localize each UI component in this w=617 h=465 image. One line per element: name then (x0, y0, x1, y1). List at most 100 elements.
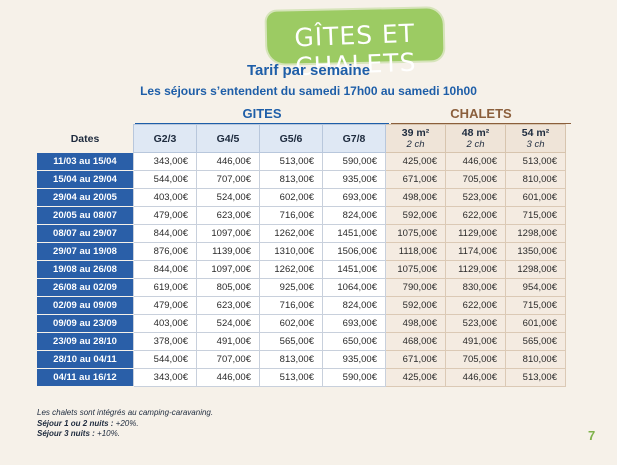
cell-gite-price: 590,00€ (322, 368, 386, 387)
cell-gite-price: 1262,00€ (259, 224, 323, 243)
cell-gite-price: 602,00€ (259, 314, 323, 333)
cell-chalet-price: 513,00€ (505, 368, 566, 387)
table-row: 19/08 au 26/08 844,00€ 1097,00€ 1262,00€ 145… (37, 260, 566, 279)
chalet-area: 39 m² (401, 126, 430, 139)
cell-gite-price: 824,00€ (322, 296, 386, 315)
column-header-chalet: 48 m² 2 ch (445, 124, 506, 153)
cell-gite-price: 619,00€ (133, 278, 197, 297)
column-header-gite: G4/5 (196, 124, 260, 153)
cell-chalet-price: 425,00€ (385, 152, 446, 171)
cell-gite-price: 623,00€ (196, 296, 260, 315)
cell-chalet-price: 1298,00€ (505, 260, 566, 279)
cell-chalet-price: 671,00€ (385, 350, 446, 369)
cell-dates: 26/08 au 02/09 (37, 278, 134, 297)
cell-chalet-price: 446,00€ (445, 368, 506, 387)
chalet-area: 48 m² (461, 126, 490, 139)
cell-gite-price: 544,00€ (133, 350, 197, 369)
cell-chalet-price: 565,00€ (505, 332, 566, 351)
cell-gite-price: 446,00€ (196, 368, 260, 387)
cell-gite-price: 513,00€ (259, 368, 323, 387)
cell-gite-price: 479,00€ (133, 296, 197, 315)
cell-chalet-price: 954,00€ (505, 278, 566, 297)
cell-gite-price: 343,00€ (133, 152, 197, 171)
table-row: 20/05 au 08/07 479,00€ 623,00€ 716,00€ 824,0… (37, 206, 566, 225)
column-header-gite: G5/6 (259, 124, 323, 153)
cell-chalet-price: 705,00€ (445, 350, 506, 369)
cell-gite-price: 378,00€ (133, 332, 197, 351)
title-banner: GÎTES ET CHALETS (266, 8, 444, 81)
cell-gite-price: 707,00€ (196, 350, 260, 369)
cell-gite-price: 1097,00€ (196, 224, 260, 243)
chalet-rooms: 2 ch (406, 138, 425, 150)
cell-gite-price: 935,00€ (322, 350, 386, 369)
cell-chalet-price: 810,00€ (505, 350, 566, 369)
cell-gite-price: 1097,00€ (196, 260, 260, 279)
group-header-chalets: CHALETS (391, 106, 571, 124)
column-header-gite: G2/3 (133, 124, 197, 153)
cell-chalet-price: 1118,00€ (385, 242, 446, 261)
note-three-nights-label: Séjour 3 nuits : (37, 429, 95, 438)
cell-gite-price: 1310,00€ (259, 242, 323, 261)
cell-chalet-price: 671,00€ (385, 170, 446, 189)
cell-chalet-price: 810,00€ (505, 170, 566, 189)
cell-gite-price: 565,00€ (259, 332, 323, 351)
cell-chalet-price: 446,00€ (445, 152, 506, 171)
cell-gite-price: 805,00€ (196, 278, 260, 297)
cell-chalet-price: 592,00€ (385, 206, 446, 225)
cell-chalet-price: 468,00€ (385, 332, 446, 351)
table-row: 08/07 au 29/07 844,00€ 1097,00€ 1262,00€ 145… (37, 224, 566, 243)
cell-chalet-price: 1075,00€ (385, 260, 446, 279)
column-header-gite: G7/8 (322, 124, 386, 153)
cell-dates: 08/07 au 29/07 (37, 224, 134, 243)
page-title: Tarif par semaine (246, 62, 371, 79)
cell-dates: 23/09 au 28/10 (37, 332, 134, 351)
table-row: 26/08 au 02/09 619,00€ 805,00€ 925,00€ 1064,… (37, 278, 566, 297)
column-header-chalet: 54 m² 3 ch (505, 124, 566, 153)
cell-gite-price: 343,00€ (133, 368, 197, 387)
cell-gite-price: 716,00€ (259, 296, 323, 315)
cell-dates: 11/03 au 15/04 (37, 152, 134, 171)
group-header-gites: GITES (135, 106, 389, 124)
cell-gite-price: 491,00€ (196, 332, 260, 351)
cell-gite-price: 813,00€ (259, 170, 323, 189)
cell-chalet-price: 715,00€ (505, 296, 566, 315)
cell-dates: 19/08 au 26/08 (37, 260, 134, 279)
cell-gite-price: 1506,00€ (322, 242, 386, 261)
cell-gite-price: 844,00€ (133, 260, 197, 279)
cell-dates: 29/07 au 19/08 (37, 242, 134, 261)
cell-chalet-price: 1350,00€ (505, 242, 566, 261)
cell-chalet-price: 601,00€ (505, 188, 566, 207)
cell-dates: 28/10 au 04/11 (37, 350, 134, 369)
table-row: 04/11 au 16/12 343,00€ 446,00€ 513,00€ 590,0… (37, 368, 566, 387)
cell-gite-price: 707,00€ (196, 170, 260, 189)
note-short-stay-label: Séjour 1 ou 2 nuits : (37, 418, 114, 428)
cell-gite-price: 925,00€ (259, 278, 323, 297)
table-row: 29/04 au 20/05 403,00€ 524,00€ 602,00€ 693,0… (37, 188, 566, 207)
cell-chalet-price: 715,00€ (505, 206, 566, 225)
cell-chalet-price: 1129,00€ (445, 260, 506, 279)
chalet-rooms: 2 ch (466, 138, 485, 150)
chalet-rooms: 3 ch (526, 138, 545, 150)
price-table: Dates G2/3 G4/5 G5/6 G7/8 39 m² 2 ch 48 … (37, 124, 566, 387)
table-row: 29/07 au 19/08 876,00€ 1139,00€ 1310,00€ 150… (37, 242, 566, 261)
cell-gite-price: 693,00€ (322, 188, 386, 207)
cell-gite-price: 650,00€ (322, 332, 386, 351)
cell-chalet-price: 830,00€ (445, 278, 506, 297)
cell-chalet-price: 1075,00€ (385, 224, 446, 243)
table-row: 28/10 au 04/11 544,00€ 707,00€ 813,00€ 935,0… (37, 350, 566, 369)
cell-gite-price: 403,00€ (133, 314, 197, 333)
cell-gite-price: 716,00€ (259, 206, 323, 225)
cell-chalet-price: 622,00€ (445, 296, 506, 315)
cell-chalet-price: 498,00€ (385, 188, 446, 207)
cell-chalet-price: 601,00€ (505, 314, 566, 333)
cell-dates: 20/05 au 08/07 (37, 206, 134, 225)
footnotes: Les chalets sont intégrés au camping-car… (37, 408, 213, 440)
cell-chalet-price: 1174,00€ (445, 242, 506, 261)
cell-gite-price: 1451,00€ (322, 260, 386, 279)
cell-gite-price: 446,00€ (196, 152, 260, 171)
cell-gite-price: 1139,00€ (196, 242, 260, 261)
cell-dates: 02/09 au 09/09 (37, 296, 134, 315)
cell-dates: 09/09 au 23/09 (37, 314, 134, 333)
cell-dates: 15/04 au 29/04 (37, 170, 134, 189)
table-row: 15/04 au 29/04 544,00€ 707,00€ 813,00€ 935,0… (37, 170, 566, 189)
